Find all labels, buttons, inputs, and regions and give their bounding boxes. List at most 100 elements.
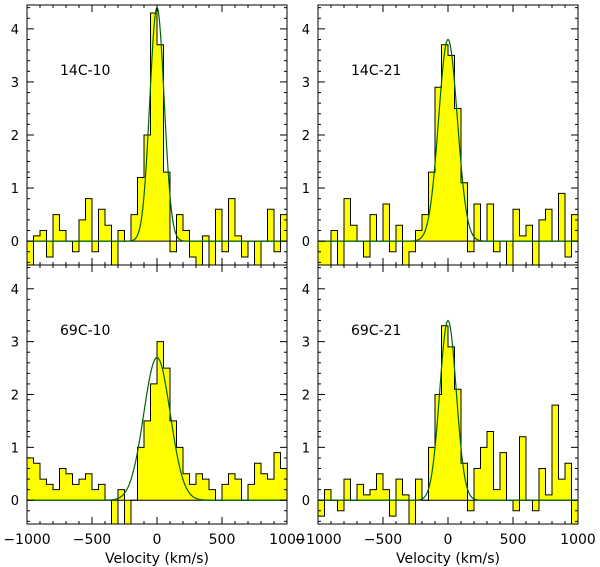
histogram-bar xyxy=(98,484,105,501)
y-tick-label: 0 xyxy=(302,235,310,250)
histogram-bar xyxy=(92,489,99,501)
histogram-bar xyxy=(383,489,390,501)
histogram-bar xyxy=(183,230,190,242)
histogram-bar xyxy=(241,241,248,258)
histogram-bar xyxy=(59,230,66,242)
histogram-bar xyxy=(370,489,377,501)
plot-area xyxy=(27,6,287,265)
histogram-bar xyxy=(98,209,105,242)
histogram-bar xyxy=(474,468,481,501)
x-tick-label: 0 xyxy=(153,532,162,548)
y-tick-label: 2 xyxy=(302,389,310,404)
histogram-bar xyxy=(461,463,468,501)
y-tick-label: 3 xyxy=(11,336,19,351)
histogram-bar xyxy=(124,500,131,524)
gaussian-fit-curve xyxy=(27,356,287,501)
histogram-bar xyxy=(261,473,268,501)
histogram-bar xyxy=(344,198,351,242)
histogram-bar xyxy=(324,241,331,265)
histogram-bar xyxy=(474,203,481,242)
histogram-bar xyxy=(461,182,468,242)
y-tick-label: 3 xyxy=(302,76,310,91)
histogram-bar xyxy=(163,368,170,501)
histogram-bar xyxy=(163,172,170,242)
histogram-bar xyxy=(487,203,494,242)
histogram-bar xyxy=(448,55,455,242)
histogram-bar xyxy=(396,479,403,501)
histogram-bar xyxy=(274,241,281,252)
histogram-bar xyxy=(33,235,40,242)
histogram-bar xyxy=(274,452,281,501)
histogram-bar xyxy=(228,473,235,501)
histogram-bar xyxy=(53,489,60,501)
histogram-bar xyxy=(40,479,47,501)
histogram-bar xyxy=(189,241,196,258)
histogram-bar xyxy=(72,241,79,252)
histogram-bar xyxy=(248,484,255,501)
histogram-bar xyxy=(480,447,487,501)
histogram-bar xyxy=(267,479,274,501)
histogram-bar xyxy=(235,235,242,242)
histogram-bar xyxy=(513,209,520,242)
histogram-bar xyxy=(487,431,494,501)
histogram-bar xyxy=(519,235,526,242)
y-tick-label: 4 xyxy=(302,283,310,298)
histogram-bar xyxy=(209,241,216,265)
histogram-bar xyxy=(137,447,144,501)
histogram-outline xyxy=(318,325,578,524)
y-tick-label: 4 xyxy=(11,23,19,38)
panel-14C-10: 0 1 2 3 4 14C-10 xyxy=(11,4,288,266)
histogram-bar xyxy=(137,177,144,242)
histogram-bar xyxy=(118,489,125,501)
panel-label: 69C-10 xyxy=(60,323,110,339)
y-tick-label: 1 xyxy=(11,182,19,197)
histogram-bar xyxy=(454,108,461,242)
histogram-bar xyxy=(46,241,53,258)
histogram-bar xyxy=(53,214,60,242)
histogram-bar xyxy=(545,494,552,501)
histogram-bar xyxy=(415,479,422,501)
histogram-bar xyxy=(27,457,34,501)
histogram-bar xyxy=(66,473,73,501)
y-tick-label: 0 xyxy=(11,494,19,509)
plot-area xyxy=(318,319,578,524)
histogram-bar xyxy=(337,500,344,511)
y-tick-label: 3 xyxy=(302,336,310,351)
histogram-bar xyxy=(189,484,196,501)
histogram-bar xyxy=(467,500,474,511)
y-tick-label: 1 xyxy=(302,182,310,197)
histogram-bar xyxy=(441,325,448,501)
histogram-bar xyxy=(558,479,565,501)
x-tick-label: 0 xyxy=(444,532,453,548)
histogram-bar xyxy=(254,463,261,501)
histogram-bar xyxy=(435,87,442,242)
histogram-bar xyxy=(324,489,331,501)
histogram-bar xyxy=(571,500,578,524)
histogram-bar xyxy=(402,494,409,501)
histogram-bar xyxy=(318,241,325,265)
histogram-bar xyxy=(467,241,474,252)
y-tick-label: 1 xyxy=(302,441,310,456)
histogram-bar xyxy=(228,198,235,242)
histogram-bar xyxy=(59,468,66,501)
histogram-bar xyxy=(33,463,40,501)
histogram-bar xyxy=(428,172,435,242)
histogram-bar xyxy=(196,473,203,501)
y-tick-label: 0 xyxy=(302,494,310,509)
x-tick-label: 1000 xyxy=(269,532,305,548)
histogram-bar xyxy=(448,346,455,501)
histogram-bar xyxy=(318,500,325,517)
histogram-bar xyxy=(92,241,99,252)
histogram-bar xyxy=(532,500,539,511)
y-tick-label: 2 xyxy=(11,129,19,144)
histogram-bar xyxy=(565,463,572,501)
histogram-bar xyxy=(144,420,151,501)
histogram-bar xyxy=(519,436,526,501)
histogram-bar xyxy=(280,468,287,501)
histogram-bar xyxy=(571,214,578,242)
y-tick-label: 4 xyxy=(302,23,310,38)
histogram-bar xyxy=(144,135,151,242)
histogram-bar xyxy=(157,341,164,501)
histogram-outline xyxy=(27,12,287,265)
